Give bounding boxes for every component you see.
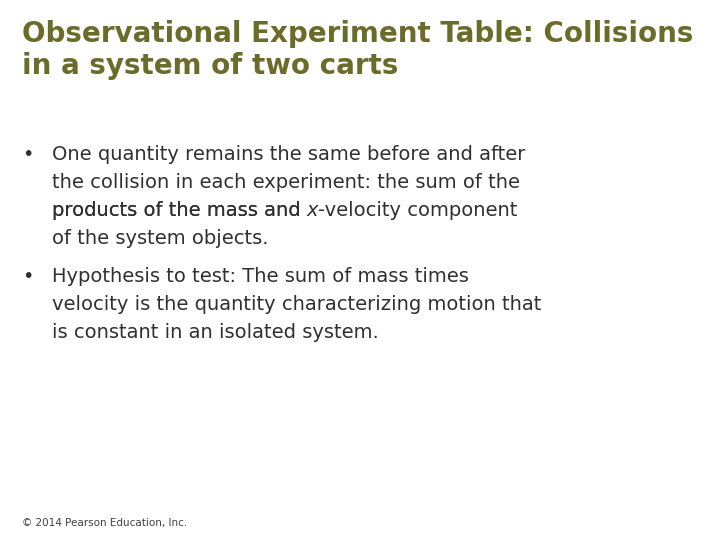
Text: products of the mass and: products of the mass and [52, 201, 307, 220]
Text: One quantity remains the same before and after: One quantity remains the same before and… [52, 145, 526, 164]
Text: Observational Experiment Table: Collisions
in a system of two carts: Observational Experiment Table: Collisio… [22, 20, 693, 80]
Text: © 2014 Pearson Education, Inc.: © 2014 Pearson Education, Inc. [22, 518, 187, 528]
Text: velocity is the quantity characterizing motion that: velocity is the quantity characterizing … [52, 295, 541, 314]
Text: x: x [307, 201, 318, 220]
Text: •: • [22, 267, 33, 286]
Text: of the system objects.: of the system objects. [52, 229, 269, 248]
Text: •: • [22, 145, 33, 164]
Text: -velocity component: -velocity component [318, 201, 518, 220]
Text: Hypothesis to test: The sum of mass times: Hypothesis to test: The sum of mass time… [52, 267, 469, 286]
Text: products of the mass and: products of the mass and [52, 201, 307, 220]
Text: the collision in each experiment: the sum of the: the collision in each experiment: the su… [52, 173, 520, 192]
Text: is constant in an isolated system.: is constant in an isolated system. [52, 323, 379, 342]
